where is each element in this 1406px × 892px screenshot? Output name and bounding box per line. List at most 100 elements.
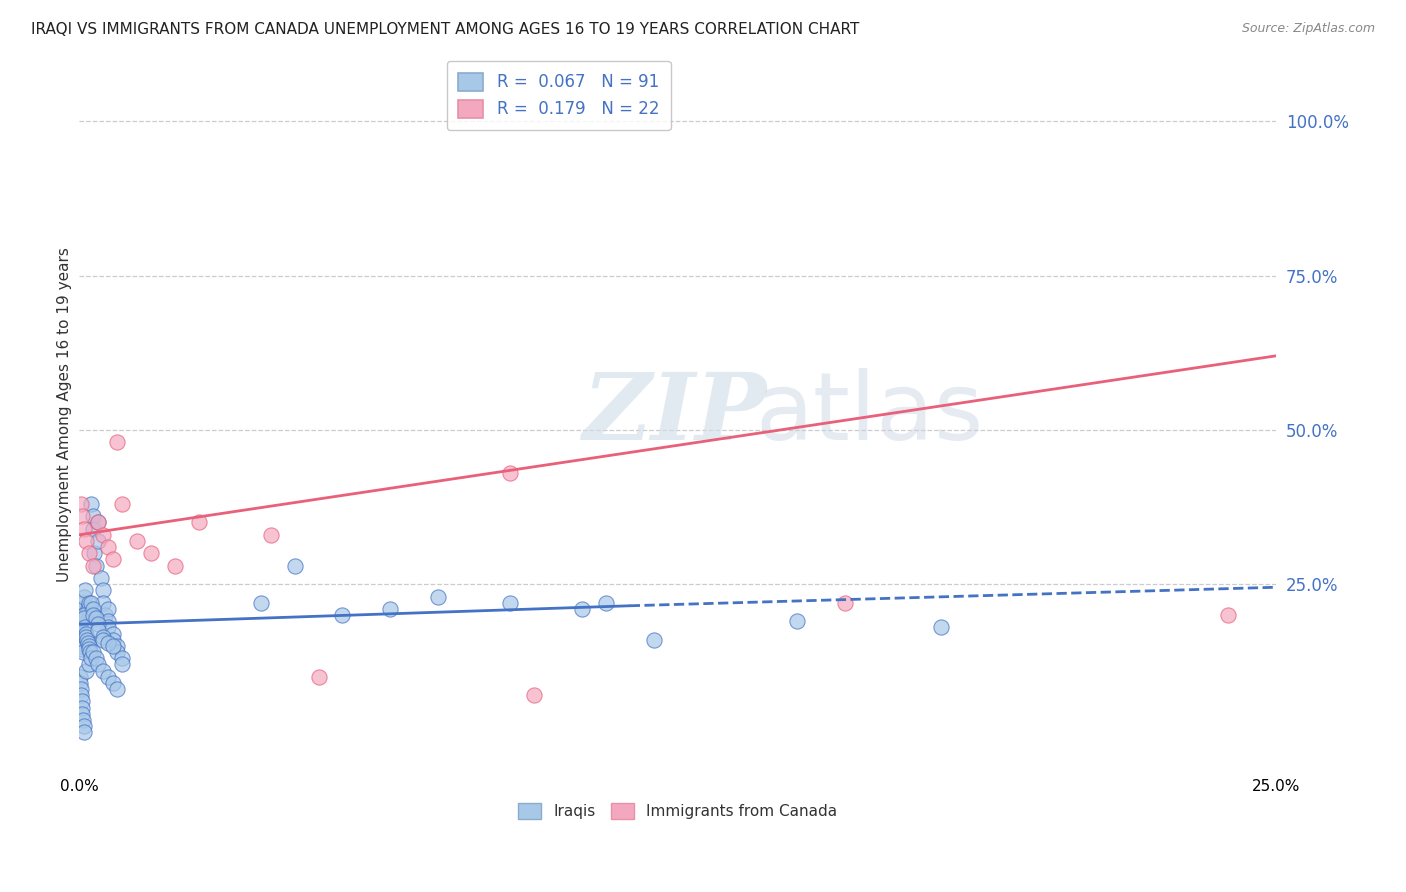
Point xyxy=(87,617,110,632)
Point xyxy=(101,632,124,647)
Point xyxy=(1361,133,1384,147)
Point xyxy=(91,664,114,678)
Point xyxy=(91,630,114,644)
Point xyxy=(499,466,522,480)
Point xyxy=(94,607,117,622)
Point xyxy=(101,626,124,640)
Point xyxy=(107,639,129,653)
Point xyxy=(73,590,96,604)
Point xyxy=(111,651,134,665)
Point xyxy=(101,639,124,653)
Text: 0.0%: 0.0% xyxy=(59,779,98,794)
Point xyxy=(83,546,105,560)
Point xyxy=(82,509,104,524)
Point xyxy=(72,645,94,659)
Point xyxy=(72,642,94,657)
Point xyxy=(76,632,98,647)
Point xyxy=(76,602,98,616)
Point xyxy=(107,645,129,659)
Point xyxy=(75,607,97,622)
Point xyxy=(125,533,148,548)
Point xyxy=(97,614,120,628)
Point xyxy=(76,636,98,650)
Point xyxy=(643,632,665,647)
Point xyxy=(82,602,104,616)
Point xyxy=(69,670,91,684)
Point xyxy=(259,528,281,542)
Point xyxy=(80,651,103,665)
Point xyxy=(77,657,100,672)
Point xyxy=(1218,607,1240,622)
Point xyxy=(82,607,104,622)
Point xyxy=(70,639,93,653)
Point xyxy=(139,546,162,560)
Point xyxy=(87,516,110,530)
Point xyxy=(73,522,96,536)
Point xyxy=(80,596,103,610)
Point xyxy=(380,602,402,616)
Text: 25.0%: 25.0% xyxy=(1251,779,1301,794)
Point xyxy=(82,645,104,659)
Point xyxy=(69,617,91,632)
Point xyxy=(75,630,97,644)
Point xyxy=(75,533,97,548)
Point xyxy=(101,676,124,690)
Point xyxy=(69,626,91,640)
Point xyxy=(284,558,307,573)
Point xyxy=(97,636,120,650)
Point xyxy=(595,596,617,610)
Point xyxy=(77,642,100,657)
Text: Source: ZipAtlas.com: Source: ZipAtlas.com xyxy=(1241,22,1375,36)
Point xyxy=(111,497,134,511)
Point xyxy=(427,590,450,604)
Point xyxy=(75,664,97,678)
Point xyxy=(97,540,120,554)
Point xyxy=(72,596,94,610)
Point xyxy=(87,533,110,548)
Point xyxy=(523,688,546,702)
Point xyxy=(73,725,96,739)
Point xyxy=(91,583,114,598)
Point xyxy=(332,607,354,622)
Point xyxy=(101,552,124,566)
Point xyxy=(163,558,186,573)
Point xyxy=(97,620,120,634)
Point xyxy=(84,558,107,573)
Point xyxy=(187,516,209,530)
Point xyxy=(571,602,593,616)
Point xyxy=(107,435,129,450)
Point xyxy=(69,624,91,638)
Point xyxy=(111,657,134,672)
Point xyxy=(69,682,91,697)
Point xyxy=(499,596,522,610)
Point xyxy=(91,528,114,542)
Point xyxy=(72,713,94,727)
Point xyxy=(82,558,104,573)
Point xyxy=(90,571,112,585)
Legend: Iraqis, Immigrants from Canada: Iraqis, Immigrants from Canada xyxy=(512,797,844,825)
Point xyxy=(69,605,91,619)
Point xyxy=(107,682,129,697)
Point xyxy=(69,620,91,634)
Point xyxy=(79,607,101,622)
Point xyxy=(77,546,100,560)
Text: atlas: atlas xyxy=(755,368,984,460)
Point xyxy=(786,614,808,628)
Point xyxy=(70,688,93,702)
Point xyxy=(73,583,96,598)
Point xyxy=(73,620,96,634)
Point xyxy=(69,630,91,644)
Point xyxy=(250,596,273,610)
Point xyxy=(91,632,114,647)
Point xyxy=(73,607,96,622)
Point xyxy=(308,670,330,684)
Point xyxy=(97,670,120,684)
Point xyxy=(70,607,93,622)
Point xyxy=(87,657,110,672)
Point xyxy=(87,516,110,530)
Point xyxy=(69,497,91,511)
Point xyxy=(91,596,114,610)
Point xyxy=(834,596,856,610)
Point xyxy=(84,651,107,665)
Point xyxy=(70,700,93,714)
